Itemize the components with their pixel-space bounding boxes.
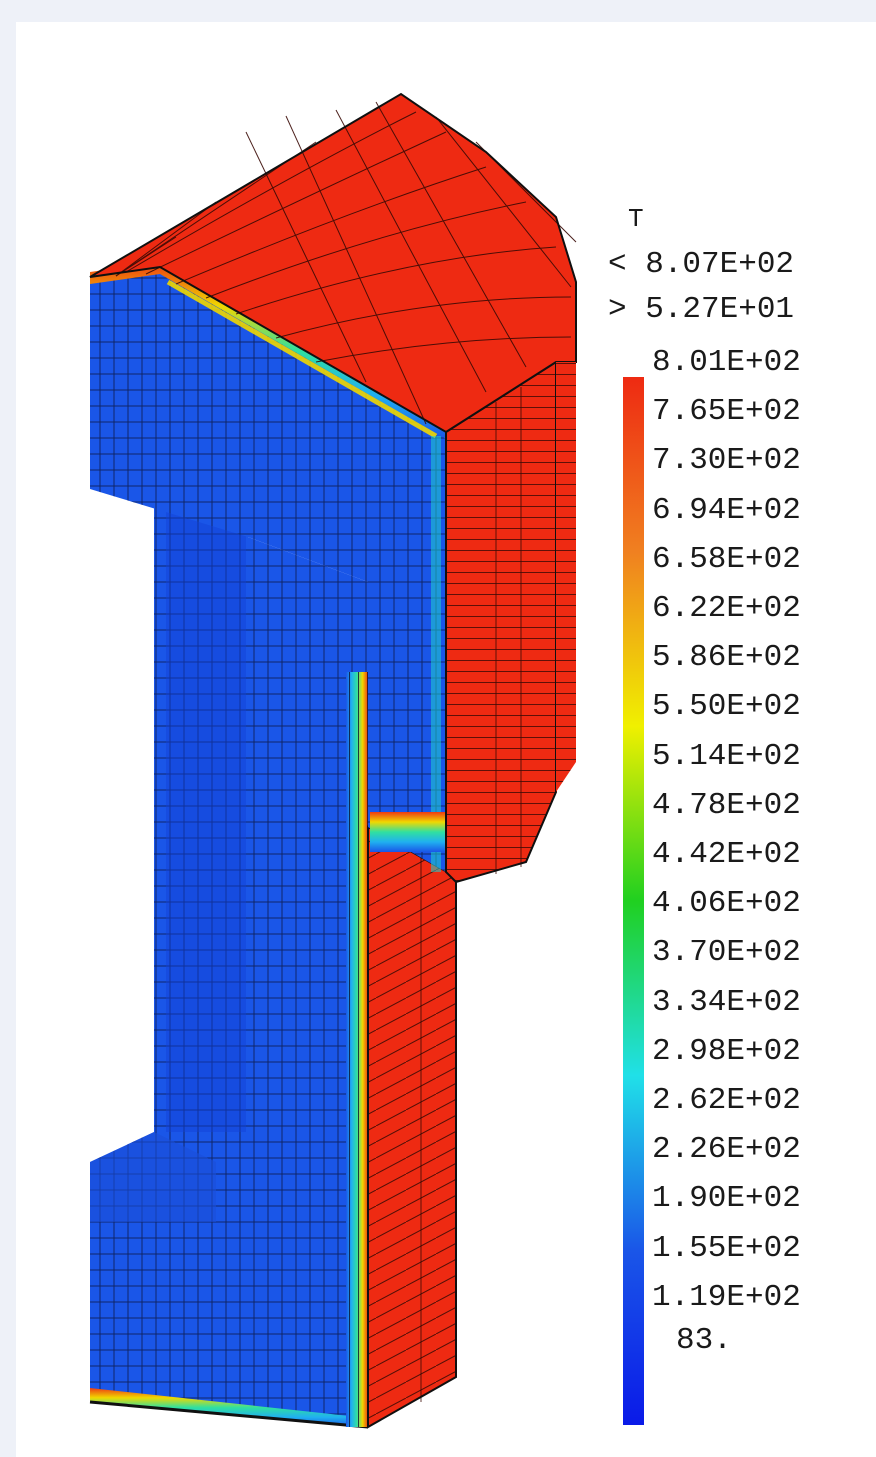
legend-level-14: 3.34E+02 [652,984,801,1020]
legend-level-5: 6.58E+02 [652,541,801,577]
head-top-cap [89,92,577,792]
legend-level-3: 7.30E+02 [652,443,801,479]
legend-min: > 5.27E+01 [608,292,795,327]
figure-frame: T < 8.07E+02 > 5.27E+01 8.01E+02 7.65E+02… [16,22,876,1457]
legend-level-7: 5.86E+02 [652,640,801,676]
legend-level-11: 4.42E+02 [652,837,801,872]
legend-level-16: 2.62E+02 [652,1083,801,1118]
legend-level-6: 6.22E+02 [652,591,801,626]
legend-level-12: 4.06E+02 [652,886,801,922]
head-inner-chamber [90,262,446,872]
column-hot-edge [346,672,368,1427]
legend-level-19: 1.55E+02 [652,1230,801,1266]
legend-level-13: 3.70E+02 [652,935,801,971]
legend-level-9: 5.14E+02 [652,738,801,774]
legend-level-1: 8.01E+02 [652,345,801,380]
legend-level-8: 5.50E+02 [652,689,801,725]
inner-core-column [89,277,390,1429]
legend-level-10: 4.78E+02 [652,787,801,823]
colorbar [623,377,644,1425]
head-outer-shell [445,360,557,884]
legend-level-15: 2.98E+02 [652,1033,801,1069]
legend-level-17: 2.26E+02 [652,1132,801,1168]
thermal-mesh-model [89,92,577,1429]
legend-max: < 8.07E+02 [608,247,795,282]
legend-level-2: 7.65E+02 [652,394,801,430]
legend-variable: T [628,204,644,234]
legend-level-4: 6.94E+02 [652,492,801,528]
legend-level-20: 1.19E+02 [652,1279,801,1315]
legend-level-last: 83. [676,1323,732,1358]
legend-level-18: 1.90E+02 [652,1181,801,1217]
outer-wall-lower [367,825,457,1429]
